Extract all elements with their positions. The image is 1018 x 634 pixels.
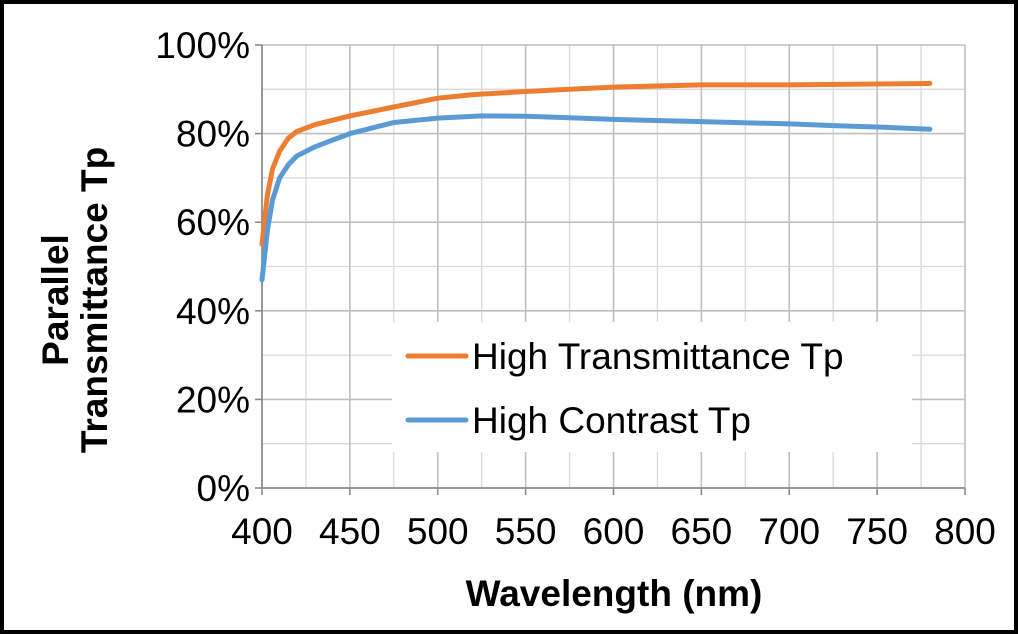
x-tick-labels: 400 450 500 550 600 650 700 750 800 xyxy=(231,511,996,552)
legend-label-high-transmittance: High Transmittance Tp xyxy=(472,336,844,377)
y-tick-label: 20% xyxy=(176,379,250,420)
x-tick-label: 550 xyxy=(495,511,557,552)
series-line-high-contrast xyxy=(259,113,933,283)
x-tick-label: 650 xyxy=(671,511,733,552)
x-tick-label: 800 xyxy=(934,511,996,552)
y-axis-title: Parallel Transmittance Tp xyxy=(35,147,115,453)
legend-label-high-contrast: High Contrast Tp xyxy=(472,400,751,441)
legend-items: High Transmittance Tp High Contrast Tp xyxy=(405,336,844,441)
series-line-high-transmittance xyxy=(259,81,933,247)
legend-background xyxy=(392,322,912,452)
x-tick-label: 450 xyxy=(319,511,381,552)
y-tick-label: 100% xyxy=(155,25,250,66)
series-lines xyxy=(259,81,933,283)
y-tick-labels: 0% 20% 40% 60% 80% 100% xyxy=(155,25,250,509)
x-tick-label: 400 xyxy=(231,511,293,552)
y-tick-label: 60% xyxy=(176,202,250,243)
x-tick-label: 500 xyxy=(407,511,469,552)
y-axis-title-line-2: Transmittance Tp xyxy=(74,147,115,453)
legend xyxy=(392,322,912,452)
x-tick-label: 700 xyxy=(758,511,820,552)
y-axis-title-line-1: Parallel xyxy=(35,234,76,366)
chart-frame xyxy=(4,4,1014,630)
y-tick-label: 0% xyxy=(197,468,250,509)
y-tick-label: 40% xyxy=(176,291,250,332)
x-tick-label: 750 xyxy=(846,511,908,552)
x-axis-title: Wavelength (nm) xyxy=(466,573,763,614)
y-tick-label: 80% xyxy=(176,114,250,155)
x-tick-label: 600 xyxy=(583,511,645,552)
